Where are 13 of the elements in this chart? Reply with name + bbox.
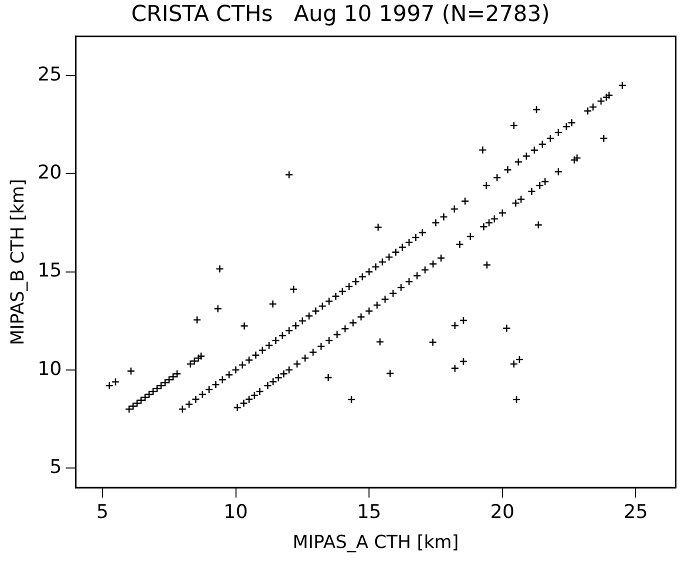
y-tick-label: 5: [50, 456, 62, 478]
y-tick-label: 10: [38, 358, 62, 380]
x-tick-label: 10: [224, 500, 248, 523]
x-tick-label: 5: [96, 500, 108, 523]
y-tick-label: 25: [38, 64, 62, 86]
y-axis-title: MIPAS_B CTH [km]: [7, 178, 28, 346]
x-tick-label: 15: [356, 500, 382, 523]
x-tick-label: 25: [624, 500, 648, 523]
y-tick-label: 20: [38, 162, 62, 184]
chart-title: CRISTA CTHs Aug 10 1997 (N=2783): [131, 2, 550, 27]
y-tick-label: 15: [38, 260, 62, 282]
x-tick-label: 20: [490, 500, 514, 523]
x-axis-title: MIPAS_A CTH [km]: [292, 532, 459, 553]
